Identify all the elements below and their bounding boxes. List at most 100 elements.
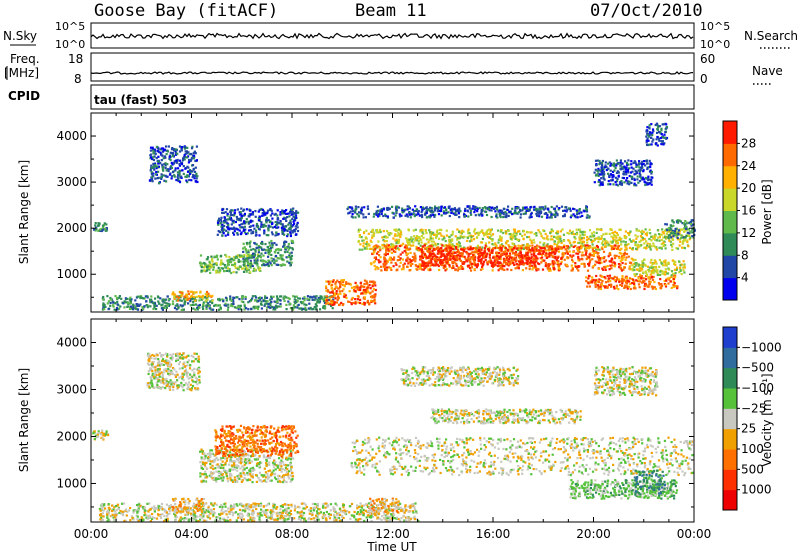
power-cell-7-194: [343, 296, 345, 298]
power-cell-11-388: [505, 247, 507, 249]
power-cell-2-157: [204, 269, 206, 271]
power-cell-6-35: [191, 291, 193, 293]
power-cell-1-10: [177, 167, 179, 169]
power-cell-11-316: [432, 256, 434, 258]
nsearch-tick-bottom: 10^0: [700, 38, 730, 51]
power-cell-3-210: [271, 246, 273, 248]
power-cell-11-398: [431, 250, 433, 252]
power-cell-1-199: [185, 180, 187, 182]
power-cell-9-673: [604, 242, 606, 244]
power-cell-13-124: [640, 267, 642, 269]
power-cell-9-428: [569, 230, 571, 232]
power-cell-9-502: [542, 237, 544, 239]
power-cell-3-27: [286, 251, 288, 253]
power-cell-8-204: [411, 213, 413, 215]
power-cell-9-167: [435, 244, 437, 246]
power-cell-10-136: [438, 269, 440, 271]
power-cell-8-332: [511, 208, 513, 210]
power-cell-3-189: [284, 247, 286, 249]
power-cell-9-572: [668, 240, 670, 242]
power-cell-11-182: [433, 248, 435, 250]
power-cell-8-266: [408, 212, 410, 214]
power-cell-8-435: [518, 211, 520, 213]
power-cell-10-703: [404, 246, 406, 248]
power-cell-1-205: [195, 173, 197, 175]
power-cell-11-403: [446, 258, 448, 260]
power-cell-13-52: [664, 273, 666, 275]
power-cell-7-126: [337, 299, 339, 301]
power-cell-8-69: [363, 216, 365, 218]
power-cell-9-243: [425, 230, 427, 232]
power-cell-11-61: [526, 257, 528, 259]
power-cell-10-800: [374, 257, 376, 259]
power-cell-9-520: [661, 234, 663, 236]
power-cell-9-888: [683, 231, 685, 233]
power-cell-8-228: [523, 213, 525, 215]
power-cell-5-291: [297, 300, 299, 302]
power-cell-5-398: [316, 295, 318, 297]
power-cell-12-208: [637, 277, 639, 279]
power-cell-11-397: [434, 254, 436, 256]
power-cell-9-407: [363, 242, 365, 244]
power-cell-9-850: [463, 236, 465, 238]
power-cell-9-834: [359, 229, 361, 231]
power-cell-4-340: [231, 228, 233, 230]
power-cell-9-271: [379, 229, 381, 231]
power-cell-10-786: [619, 264, 621, 266]
power-cell-11-348: [498, 263, 500, 265]
power-cell-11-343: [503, 261, 505, 263]
power-cell-5-384: [332, 307, 334, 309]
power-cell-9-631: [508, 230, 510, 232]
power-cell-4-272: [223, 229, 225, 231]
power-cell-4-178: [240, 208, 242, 210]
power-cell-5-507: [119, 295, 121, 297]
power-cell-9-380: [636, 229, 638, 231]
power-cell-9-868: [491, 240, 493, 242]
power-cell-5-230: [319, 308, 321, 310]
power-cell-5-185: [303, 296, 305, 298]
power-cell-11-396: [441, 253, 443, 255]
power-cell-8-354: [504, 211, 506, 213]
power-cell-9-504: [386, 230, 388, 232]
power-cell-14-13: [644, 184, 646, 186]
power-cell-8-345: [375, 212, 377, 214]
power-cell-4-83: [249, 226, 251, 228]
power-cell-9-574: [474, 228, 476, 230]
nave-tick-bottom: 0: [700, 72, 708, 86]
power-cell-12-130: [610, 277, 612, 279]
power-cell-1-257: [187, 175, 189, 177]
power-cell-9-413: [456, 243, 458, 245]
power-cell-7-111: [367, 285, 369, 287]
power-cell-4-151: [275, 232, 277, 234]
power-cell-4-274: [281, 209, 283, 211]
power-cell-11-391: [441, 264, 443, 266]
power-cell-7-24: [349, 290, 351, 292]
power-cell-2-124: [201, 266, 203, 268]
power-cell-9-496: [648, 238, 650, 240]
power-cell-8-290: [362, 213, 364, 215]
power-cell-3-179: [261, 249, 263, 251]
power-cell-1-249: [181, 169, 183, 171]
power-cell-8-363: [347, 212, 349, 214]
power-cell-9-150: [477, 245, 479, 247]
power-cell-4-268: [275, 221, 277, 223]
power-cell-8-425: [537, 214, 539, 216]
power-cell-8-330: [448, 207, 450, 209]
power-cell-13-65: [674, 264, 676, 266]
power-cell-10-204: [390, 269, 392, 271]
power-cell-1-262: [161, 159, 163, 161]
power-cell-13-36: [634, 259, 636, 261]
power-cell-1-271: [168, 170, 170, 172]
power-cell-10-25: [574, 262, 576, 264]
power-cell-11-324: [491, 250, 493, 252]
power-cell-6-26: [177, 299, 179, 301]
power-cell-9-812: [523, 230, 525, 232]
power-cell-9-833: [627, 232, 629, 234]
power-cell-4-349: [257, 226, 259, 228]
power-cell-10-857: [402, 264, 404, 266]
power-cell-10-304: [400, 253, 402, 255]
power-cell-8-244: [544, 205, 546, 207]
power-cell-9-705: [602, 240, 604, 242]
power-cell-8-239: [494, 210, 496, 212]
power-cell-8-388: [575, 216, 577, 218]
